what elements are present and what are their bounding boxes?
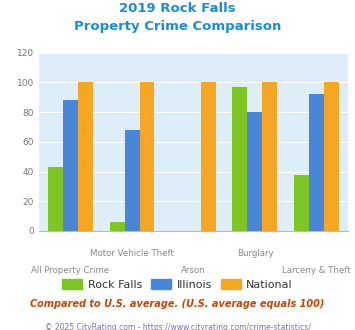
Bar bbox=[233, 87, 247, 231]
Bar bbox=[109, 222, 125, 231]
Bar bbox=[63, 100, 78, 231]
Text: All Property Crime: All Property Crime bbox=[32, 266, 110, 275]
Bar bbox=[48, 167, 63, 231]
Bar bbox=[262, 82, 278, 231]
Text: Property Crime Comparison: Property Crime Comparison bbox=[74, 20, 281, 33]
Text: Compared to U.S. average. (U.S. average equals 100): Compared to U.S. average. (U.S. average … bbox=[30, 299, 325, 309]
Bar bbox=[125, 130, 140, 231]
Text: Motor Vehicle Theft: Motor Vehicle Theft bbox=[90, 249, 174, 258]
Legend: Rock Falls, Illinois, National: Rock Falls, Illinois, National bbox=[58, 275, 297, 294]
Bar bbox=[324, 82, 339, 231]
Bar bbox=[201, 82, 216, 231]
Bar bbox=[294, 175, 309, 231]
Bar bbox=[309, 94, 324, 231]
Bar bbox=[247, 112, 262, 231]
Text: Burglary: Burglary bbox=[237, 249, 273, 258]
Text: 2019 Rock Falls: 2019 Rock Falls bbox=[119, 2, 236, 15]
Text: © 2025 CityRating.com - https://www.cityrating.com/crime-statistics/: © 2025 CityRating.com - https://www.city… bbox=[45, 323, 310, 330]
Bar bbox=[140, 82, 154, 231]
Text: Larceny & Theft: Larceny & Theft bbox=[282, 266, 351, 275]
Text: Arson: Arson bbox=[181, 266, 206, 275]
Bar bbox=[78, 82, 93, 231]
